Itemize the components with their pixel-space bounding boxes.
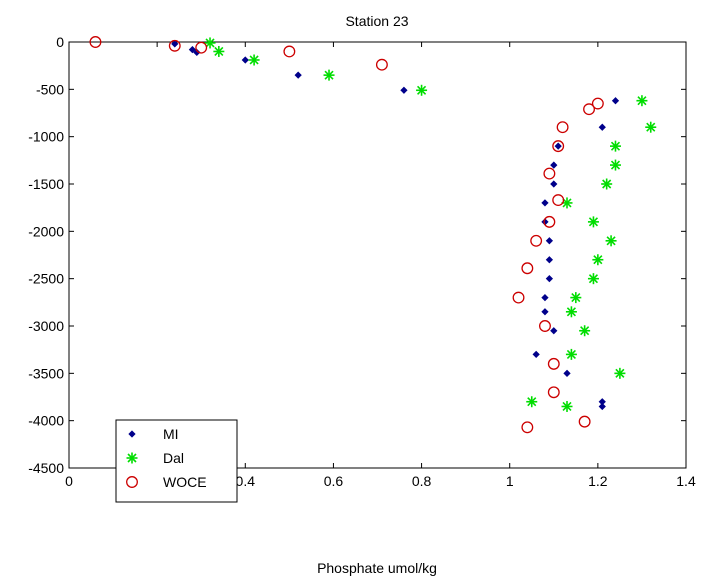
data-points [89, 36, 657, 434]
data-point-dal [587, 273, 599, 285]
data-point-dal [561, 400, 573, 412]
data-point-dal [565, 348, 577, 360]
y-tick-label: -1500 [28, 176, 64, 192]
x-tick-label: 0.8 [412, 473, 432, 489]
y-tick-labels: 0 -500 -1000 -1500 -2000 -2500 -3000 -3500 -4000… [28, 34, 64, 476]
y-tick-label: -3000 [28, 318, 64, 334]
data-point-mi [532, 350, 540, 359]
y-tick-label: -2000 [28, 223, 64, 239]
legend-marker-dal [126, 452, 138, 464]
data-point-woce [283, 45, 296, 58]
data-point-mi [294, 71, 302, 79]
data-point-woce [556, 121, 569, 134]
data-point-woce [543, 167, 556, 180]
data-point-woce [552, 194, 565, 207]
data-point-mi [241, 56, 249, 64]
data-point-dal [323, 69, 335, 81]
x-tick-label: 0 [65, 473, 73, 489]
data-point-woce [552, 140, 565, 153]
x-tick-label: 1.4 [676, 473, 696, 489]
data-point-mi [541, 199, 549, 207]
data-point-dal [579, 325, 591, 337]
y-tick-label: 0 [56, 34, 64, 50]
data-point-dal [587, 216, 599, 228]
axis-ticks [68, 41, 687, 469]
data-point-dal [526, 396, 538, 408]
data-point-woce [521, 262, 534, 275]
y-tick-label: -500 [36, 81, 64, 97]
data-point-woce [168, 39, 181, 52]
data-point-dal [605, 235, 617, 247]
data-point-mi [563, 369, 571, 377]
data-point-woce [530, 234, 543, 247]
data-point-mi [550, 180, 558, 188]
y-tick-label: -4500 [28, 460, 64, 476]
data-point-woce [512, 291, 525, 304]
data-point-dal [609, 159, 621, 171]
data-point-woce [539, 320, 551, 332]
legend-items: MI Dal WOCE [126, 426, 207, 490]
data-point-woce [195, 41, 208, 54]
legend-label-dal: Dal [163, 450, 184, 466]
data-point-mi [545, 256, 554, 264]
data-point-mi [400, 86, 408, 94]
data-point-woce [543, 215, 556, 228]
data-point-dal [213, 45, 225, 57]
chart-title: Station 23 [345, 13, 408, 29]
data-point-woce [591, 97, 604, 110]
plot-area [68, 41, 687, 469]
data-point-mi [541, 308, 549, 316]
y-tick-label: -3500 [28, 365, 64, 381]
data-point-mi [545, 275, 554, 283]
legend: MI Dal WOCE [115, 419, 238, 503]
data-point-woce [89, 36, 102, 48]
data-point-mi [598, 402, 606, 411]
data-point-mi [188, 45, 197, 54]
y-tick-label: -4000 [28, 413, 64, 429]
data-point-dal [614, 367, 626, 379]
data-point-dal [248, 54, 260, 66]
data-point-dal [601, 178, 613, 190]
data-point-dal [565, 306, 577, 318]
data-point-dal [636, 95, 648, 107]
data-point-dal [609, 140, 621, 152]
data-point-dal [570, 292, 582, 304]
data-point-woce [547, 357, 560, 370]
legend-marker-woce [126, 476, 138, 488]
x-tick-label: 0.6 [324, 473, 344, 489]
legend-label-mi: MI [163, 426, 179, 442]
data-point-mi [545, 237, 554, 245]
data-point-dal [645, 121, 657, 133]
data-point-dal [561, 197, 573, 209]
data-point-mi [171, 40, 179, 48]
data-point-mi [598, 123, 606, 131]
data-point-mi [550, 327, 558, 335]
data-point-dal [416, 84, 428, 96]
data-point-mi [554, 142, 562, 150]
data-point-mi [193, 48, 201, 57]
x-axis-label: Phosphate umol/kg [317, 560, 437, 576]
legend-label-woce: WOCE [163, 474, 207, 490]
data-point-dal [592, 254, 604, 266]
data-point-mi [611, 97, 620, 105]
data-point-woce [583, 103, 595, 116]
x-tick-label: 1 [506, 473, 514, 489]
series-woce [89, 36, 604, 434]
x-tick-label: 0.4 [236, 473, 256, 489]
data-point-woce [578, 415, 591, 428]
legend-box [115, 419, 238, 503]
x-tick-label: 1.2 [588, 473, 608, 489]
data-point-dal [204, 37, 216, 49]
data-point-mi [550, 161, 558, 169]
data-point-woce [547, 386, 560, 399]
y-tick-label: -1000 [28, 129, 64, 145]
legend-marker-mi [128, 430, 136, 438]
series-dal [204, 37, 657, 412]
data-point-woce [375, 58, 388, 71]
y-tick-label: -2500 [28, 271, 64, 287]
data-point-mi [541, 293, 549, 302]
data-point-woce [521, 421, 534, 434]
